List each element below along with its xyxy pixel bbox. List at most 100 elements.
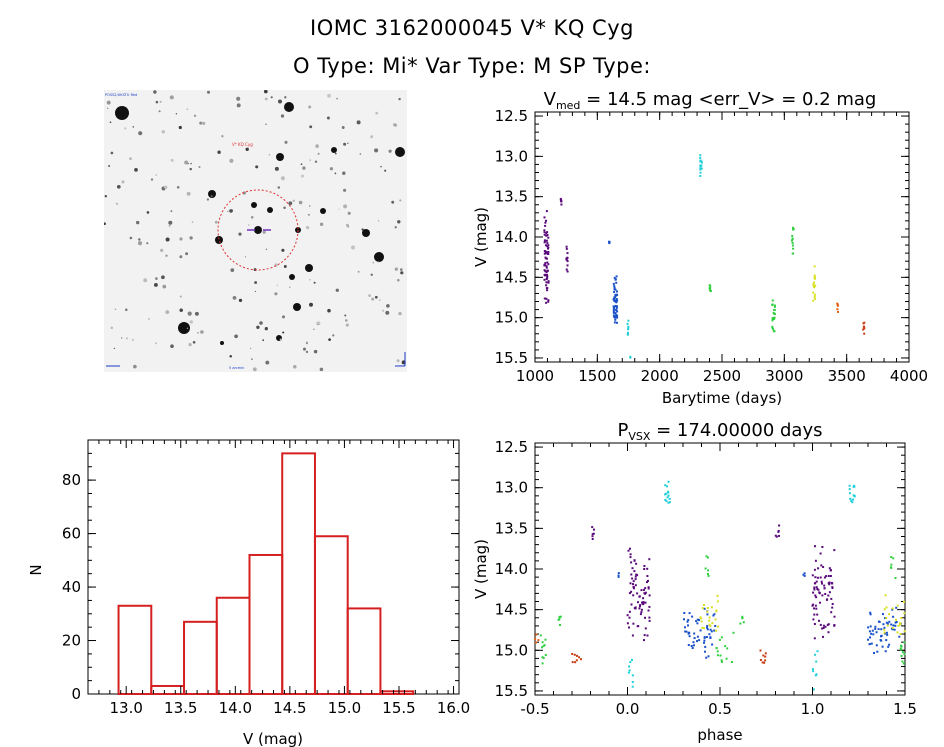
data-point (612, 310, 615, 312)
data-point (773, 305, 776, 308)
data-point (887, 645, 890, 648)
data-point (535, 633, 538, 636)
data-point (882, 613, 884, 616)
finder-star (250, 215, 254, 219)
finder-star (104, 222, 106, 226)
finder-star (110, 151, 114, 155)
x-tick-label: 1.5 (893, 700, 917, 718)
x-tick-label: 14.0 (219, 699, 252, 717)
finder-star (150, 178, 154, 181)
data-point (547, 281, 550, 284)
data-point (703, 639, 706, 642)
data-point (830, 611, 833, 614)
finder-star (244, 256, 247, 258)
data-point (716, 650, 719, 653)
data-point (545, 257, 548, 260)
data-point (647, 586, 650, 589)
data-point (708, 623, 711, 626)
finder-star (206, 90, 211, 94)
finder-star (256, 325, 260, 329)
data-point (771, 325, 774, 328)
finder-star (242, 191, 246, 195)
data-point (873, 652, 875, 654)
data-point (823, 576, 826, 579)
data-point (803, 574, 806, 577)
finder-star (170, 158, 174, 162)
data-point (893, 628, 896, 631)
data-point (627, 331, 629, 334)
data-point (696, 618, 699, 621)
data-point (881, 645, 884, 648)
finder-star (345, 319, 348, 322)
data-point (642, 601, 645, 604)
finder-star (293, 365, 297, 369)
data-point (863, 327, 866, 330)
data-point (823, 584, 826, 587)
data-point (614, 308, 617, 311)
data-point (544, 256, 547, 259)
data-point (635, 562, 638, 565)
phased-title: PVSX = 174.00000 days (618, 420, 823, 443)
data-point (764, 659, 767, 662)
data-point (545, 284, 548, 287)
data-point (544, 221, 547, 224)
data-point (576, 654, 578, 657)
data-point (824, 593, 827, 595)
data-point (637, 601, 639, 604)
data-point (628, 592, 631, 595)
finder-star (334, 152, 337, 155)
finder-star (284, 96, 287, 99)
data-point (791, 239, 793, 242)
histogram-bars (117, 452, 415, 696)
data-point (791, 244, 794, 247)
finder-star (184, 160, 189, 165)
data-point (627, 328, 630, 331)
finder-star (229, 354, 232, 358)
finder-star (344, 314, 347, 317)
data-point (880, 628, 883, 631)
data-point (814, 594, 817, 597)
finder-star (161, 275, 165, 280)
data-point (886, 622, 889, 625)
data-point (708, 633, 711, 636)
data-point (699, 616, 702, 619)
data-point (901, 660, 904, 663)
data-point (630, 603, 633, 606)
finder-star (170, 210, 173, 213)
finder-star (377, 261, 380, 263)
data-point (545, 234, 548, 237)
data-point (726, 647, 729, 650)
data-point (773, 304, 776, 307)
phased-ylabel: V (mag) (472, 539, 490, 599)
data-point (646, 634, 649, 637)
data-point (631, 634, 634, 637)
data-point (565, 247, 568, 250)
data-point (539, 634, 542, 637)
finder-star (210, 195, 213, 198)
data-point (546, 261, 549, 264)
data-point (543, 297, 546, 300)
finder-star (137, 241, 143, 246)
data-point (628, 616, 631, 619)
lightcurve-title: Vmed = 14.5 mag <err_V> = 0.2 mag (544, 89, 877, 112)
data-point (831, 606, 834, 609)
data-point (824, 625, 827, 628)
data-point (684, 626, 686, 629)
finder-star (121, 337, 123, 339)
data-point (884, 617, 886, 620)
x-tick-label: 16.0 (437, 699, 470, 717)
data-point (813, 295, 816, 298)
data-point (812, 670, 815, 673)
finder-star (252, 367, 257, 372)
x-tick-label: 0.5 (708, 700, 732, 718)
data-point (773, 313, 776, 315)
data-point (613, 286, 616, 289)
finder-star (186, 108, 189, 111)
finder-star (165, 237, 170, 242)
data-point (759, 649, 762, 652)
data-point (648, 619, 651, 622)
finder-star (307, 213, 310, 216)
finder-star (274, 166, 279, 171)
data-point (820, 580, 823, 583)
data-point (813, 623, 816, 625)
